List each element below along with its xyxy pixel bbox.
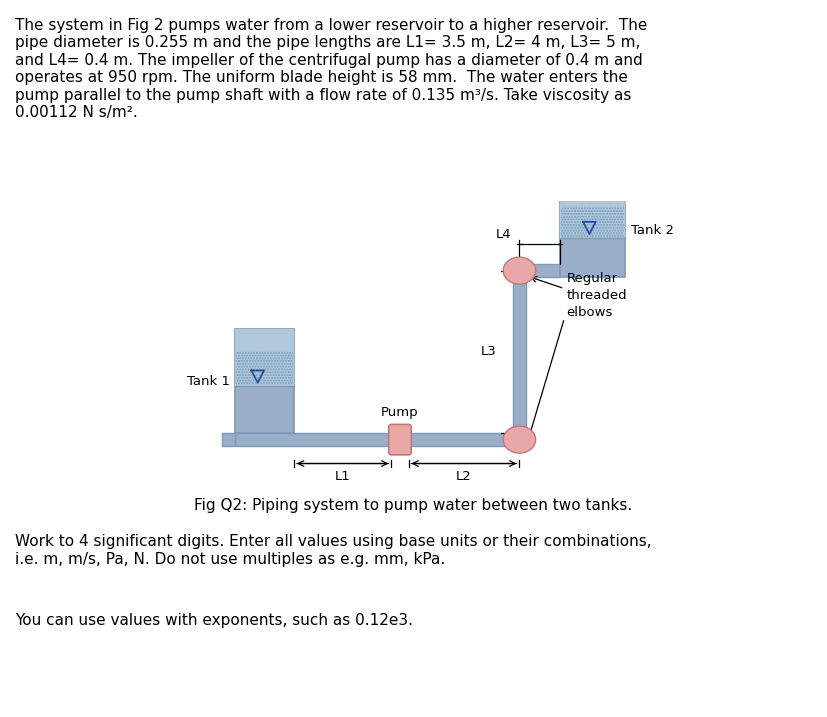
Bar	[560, 183, 625, 237]
Text: Regular
threaded
elbows: Regular threaded elbows	[566, 272, 628, 319]
Ellipse shape	[503, 257, 536, 284]
Ellipse shape	[503, 426, 536, 453]
Bar	[561, 206, 624, 237]
Bar	[236, 329, 294, 433]
Text: Pump: Pump	[381, 406, 418, 419]
Bar	[236, 433, 526, 447]
Text: Fig Q2: Piping system to pump water between two tanks.: Fig Q2: Piping system to pump water betw…	[194, 498, 633, 513]
Text: Work to 4 significant digits. Enter all values using base units or their combina: Work to 4 significant digits. Enter all …	[15, 534, 652, 566]
Bar	[236, 329, 294, 386]
Text: Tank 1: Tank 1	[187, 374, 230, 387]
Text: The system in Fig 2 pumps water from a lower reservoir to a higher reservoir.  T: The system in Fig 2 pumps water from a l…	[15, 18, 648, 120]
Bar	[222, 433, 236, 447]
Bar	[513, 270, 526, 433]
Text: You can use values with exponents, such as 0.12e3.: You can use values with exponents, such …	[15, 613, 413, 628]
Text: L1: L1	[335, 470, 351, 483]
Text: L2: L2	[457, 470, 472, 483]
Text: L3: L3	[481, 346, 497, 358]
Bar	[513, 264, 560, 277]
Text: L4: L4	[496, 228, 511, 242]
Bar	[560, 183, 625, 277]
Text: Tank 2: Tank 2	[631, 224, 674, 237]
FancyBboxPatch shape	[389, 424, 411, 455]
Bar	[237, 351, 293, 385]
